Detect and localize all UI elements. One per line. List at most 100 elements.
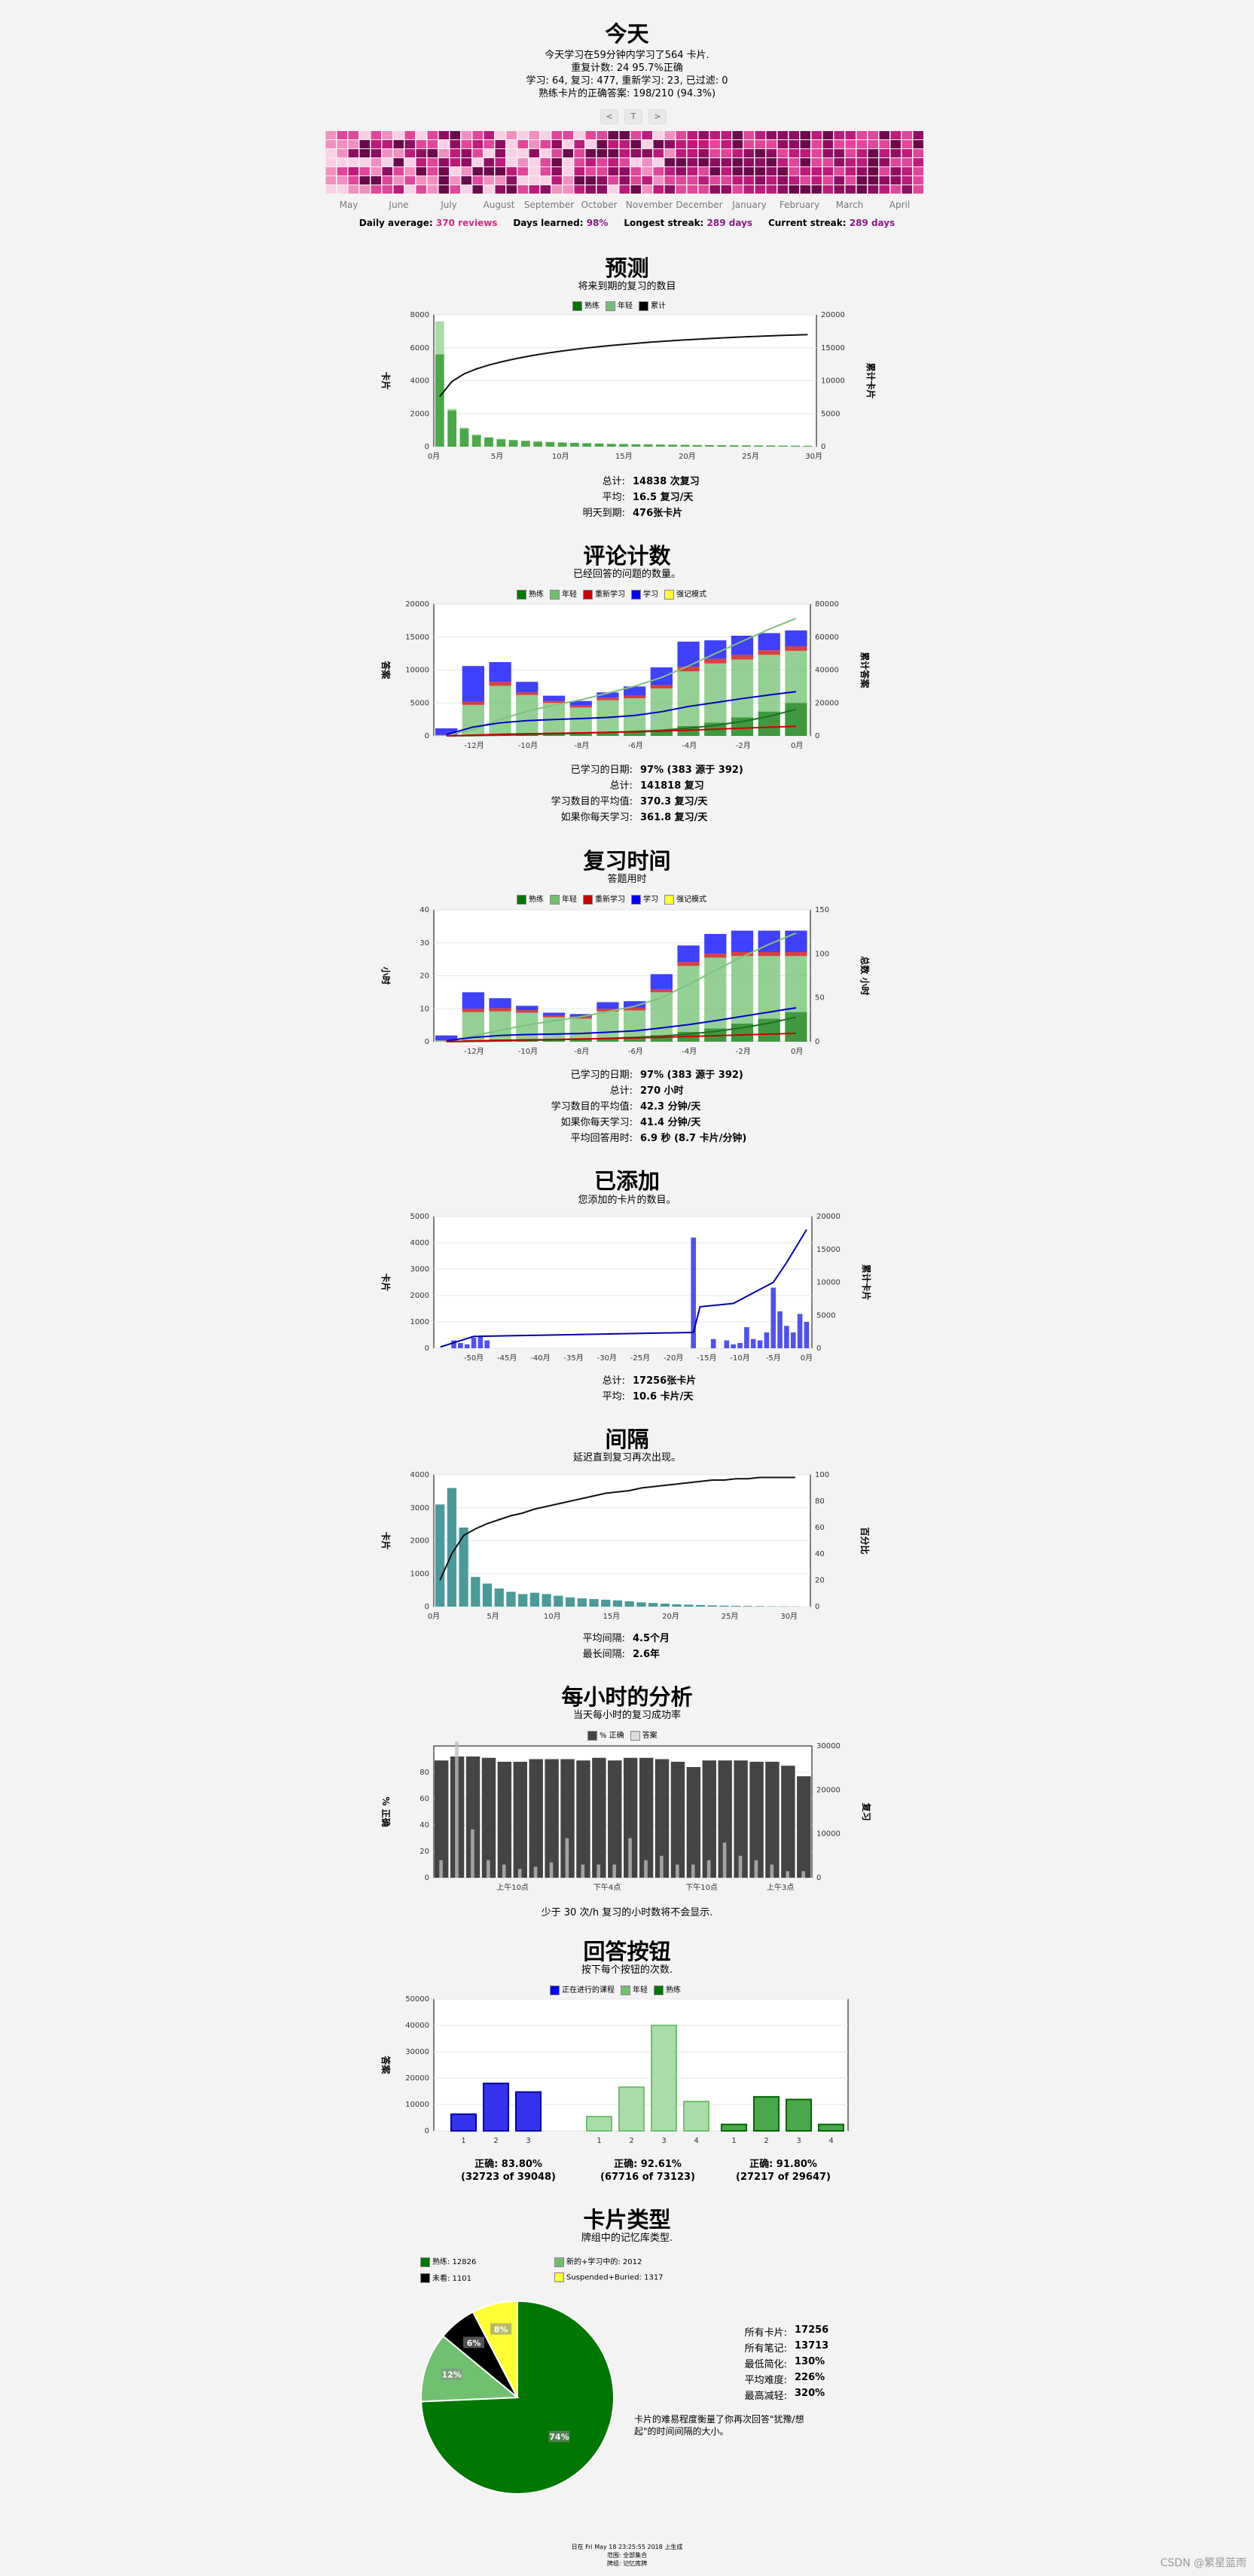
heatmap-cell[interactable]	[845, 185, 856, 194]
heatmap-cell[interactable]	[687, 149, 698, 157]
heatmap-cell[interactable]	[517, 149, 529, 157]
heatmap-cell[interactable]	[822, 176, 834, 185]
heatmap-cell[interactable]	[506, 167, 517, 175]
heatmap-cell[interactable]	[585, 185, 596, 194]
heatmap-cell[interactable]	[585, 149, 596, 157]
heatmap-cell[interactable]	[721, 176, 732, 185]
heatmap-cell[interactable]	[608, 140, 619, 148]
heatmap-cell[interactable]	[596, 140, 608, 148]
heatmap-cell[interactable]	[800, 158, 811, 166]
heatmap-cell[interactable]	[404, 167, 416, 175]
heatmap-cell[interactable]	[879, 158, 890, 166]
heatmap-cell[interactable]	[743, 176, 755, 185]
heatmap-cell[interactable]	[371, 158, 382, 166]
heatmap-cell[interactable]	[529, 176, 540, 185]
heatmap-cell[interactable]	[800, 167, 811, 175]
heatmap-cell[interactable]	[721, 158, 732, 166]
heatmap-cell[interactable]	[416, 131, 427, 139]
heatmap-cell[interactable]	[743, 131, 755, 139]
heatmap-cell[interactable]	[777, 149, 789, 157]
heatmap-cell[interactable]	[517, 158, 529, 166]
heatmap-cell[interactable]	[811, 176, 822, 185]
heatmap-cell[interactable]	[902, 140, 913, 148]
heatmap-cell[interactable]	[619, 131, 630, 139]
heatmap-cell[interactable]	[811, 158, 822, 166]
heatmap-cell[interactable]	[484, 185, 495, 194]
heatmap-cell[interactable]	[484, 167, 495, 175]
heatmap-cell[interactable]	[822, 185, 834, 194]
heatmap-cell[interactable]	[348, 185, 359, 194]
heatmap-cell[interactable]	[574, 131, 585, 139]
heatmap-cell[interactable]	[721, 185, 732, 194]
heatmap-cell[interactable]	[416, 149, 427, 157]
heatmap-cell[interactable]	[732, 185, 743, 194]
heatmap-cell[interactable]	[630, 176, 642, 185]
heatmap-cell[interactable]	[472, 131, 484, 139]
heatmap-cell[interactable]	[811, 131, 822, 139]
heatmap-cell[interactable]	[472, 176, 484, 185]
heatmap-cell[interactable]	[574, 158, 585, 166]
heatmap-cell[interactable]	[721, 167, 732, 175]
heatmap-cell[interactable]	[596, 167, 608, 175]
heatmap-cell[interactable]	[506, 131, 517, 139]
heatmap-cell[interactable]	[382, 176, 393, 185]
heatmap-cell[interactable]	[472, 167, 484, 175]
heatmap-cell[interactable]	[642, 185, 653, 194]
heatmap-cell[interactable]	[393, 167, 404, 175]
heatmap-cell[interactable]	[868, 158, 879, 166]
heatmap-cell[interactable]	[642, 158, 653, 166]
heatmap-cell[interactable]	[337, 149, 348, 157]
heatmap-cell[interactable]	[630, 185, 642, 194]
heatmap-cell[interactable]	[404, 140, 416, 148]
heatmap-cell[interactable]	[879, 167, 890, 175]
heatmap-cell[interactable]	[529, 149, 540, 157]
heatmap-cell[interactable]	[608, 167, 619, 175]
heatmap-cell[interactable]	[393, 149, 404, 157]
heatmap-cell[interactable]	[619, 185, 630, 194]
heatmap-cell[interactable]	[348, 176, 359, 185]
heatmap-cell[interactable]	[371, 131, 382, 139]
heatmap-cell[interactable]	[517, 176, 529, 185]
heatmap-cell[interactable]	[879, 149, 890, 157]
heatmap-cell[interactable]	[890, 131, 902, 139]
heatmap-cell[interactable]	[461, 167, 472, 175]
heatmap-cell[interactable]	[879, 176, 890, 185]
heatmap-cell[interactable]	[619, 158, 630, 166]
heatmap-cell[interactable]	[540, 149, 551, 157]
heatmap-cell[interactable]	[337, 158, 348, 166]
heatmap-cell[interactable]	[676, 149, 687, 157]
heatmap-cell[interactable]	[913, 131, 924, 139]
heatmap-cell[interactable]	[789, 149, 800, 157]
heatmap-cell[interactable]	[608, 185, 619, 194]
heatmap-cell[interactable]	[732, 140, 743, 148]
heatmap-cell[interactable]	[913, 185, 924, 194]
heatmap-cell[interactable]	[371, 149, 382, 157]
heatmap-cell[interactable]	[777, 176, 789, 185]
heatmap-cell[interactable]	[450, 167, 461, 175]
heatmap-cell[interactable]	[800, 176, 811, 185]
heatmap-cell[interactable]	[382, 140, 393, 148]
heatmap-cell[interactable]	[890, 167, 902, 175]
heatmap-cell[interactable]	[698, 149, 709, 157]
heatmap-cell[interactable]	[868, 131, 879, 139]
heatmap-cell[interactable]	[653, 149, 664, 157]
heatmap-cell[interactable]	[551, 140, 563, 148]
heatmap-cell[interactable]	[879, 131, 890, 139]
next-button[interactable]: >	[648, 109, 667, 124]
heatmap-cell[interactable]	[709, 131, 721, 139]
heatmap-cell[interactable]	[664, 149, 676, 157]
heatmap-cell[interactable]	[732, 167, 743, 175]
heatmap-cell[interactable]	[755, 131, 766, 139]
heatmap-cell[interactable]	[540, 158, 551, 166]
heatmap-cell[interactable]	[856, 167, 868, 175]
heatmap-cell[interactable]	[393, 185, 404, 194]
heatmap-cell[interactable]	[709, 140, 721, 148]
heatmap-cell[interactable]	[913, 167, 924, 175]
heatmap-cell[interactable]	[822, 167, 834, 175]
heatmap-cell[interactable]	[698, 167, 709, 175]
heatmap-cell[interactable]	[676, 167, 687, 175]
heatmap-cell[interactable]	[540, 167, 551, 175]
heatmap-cell[interactable]	[461, 158, 472, 166]
heatmap-cell[interactable]	[438, 176, 450, 185]
heatmap-cell[interactable]	[755, 140, 766, 148]
